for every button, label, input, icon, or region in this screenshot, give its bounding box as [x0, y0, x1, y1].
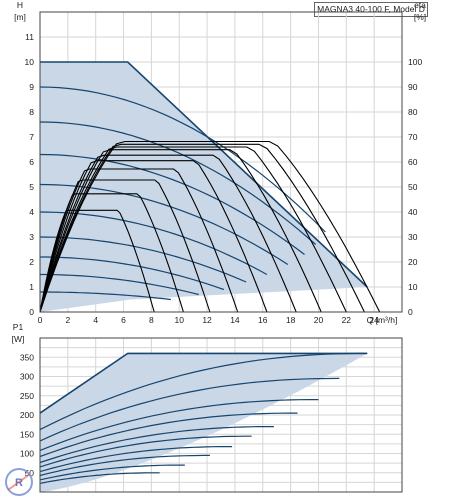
y2-tick-label: 90 [408, 82, 418, 92]
power-y-tick-label: 250 [20, 391, 34, 401]
power-y-tick-label: 150 [20, 429, 34, 439]
head-curve-3 [39, 153, 305, 255]
y-tick-label: 6 [29, 157, 34, 167]
bottom-plot-frame [39, 337, 403, 493]
power-y-tick-label: 300 [20, 372, 34, 382]
power-max-curve [39, 352, 368, 414]
x-tick-label: 4 [93, 315, 98, 325]
y2-tick-label: 10 [408, 282, 418, 292]
y-tick-label: 9 [29, 82, 34, 92]
y2-tick-label: 30 [408, 232, 418, 242]
power-curve-9 [39, 464, 185, 481]
efficiency-curve-3 [39, 179, 211, 313]
y2-axis-unit: [%] [414, 12, 426, 22]
y2-tick-label: 60 [408, 157, 418, 167]
y2-tick-label: 70 [408, 132, 418, 142]
y2-tick-label: 20 [408, 257, 418, 267]
efficiency-curve-8 [39, 146, 347, 313]
y2-tick-label: 50 [408, 182, 418, 192]
head-curve-7 [40, 256, 224, 291]
y-tick-label: 7 [29, 132, 34, 142]
efficiency-curve-10 [39, 140, 381, 313]
y2-tick-label: 0 [408, 307, 413, 317]
max-curve [40, 61, 368, 288]
y2-axis-label: eta [414, 0, 426, 10]
x-tick-label: 12 [202, 315, 212, 325]
x-tick-label: 10 [174, 315, 184, 325]
y-tick-label: 1 [29, 282, 34, 292]
power-y-axis-label: P1 [13, 322, 24, 332]
x-tick-label: 16 [258, 315, 268, 325]
top-plot-frame [39, 11, 403, 313]
power-curve-4 [39, 412, 298, 458]
y-tick-label: 2 [29, 257, 34, 267]
power-curve-6 [39, 435, 252, 468]
efficiency-curve-1 [39, 209, 155, 313]
y-tick-label: 4 [29, 207, 34, 217]
x-tick-label: 14 [230, 315, 240, 325]
power-curve-5 [39, 426, 274, 464]
power-curve-3 [39, 399, 319, 451]
power-curve-2 [39, 377, 340, 442]
efficiency-curve-7 [39, 149, 322, 313]
head-curve-6 [39, 236, 247, 283]
head-curve-4 [39, 183, 289, 266]
y-tick-label: 10 [25, 57, 35, 67]
head-curve-9 [40, 291, 171, 301]
y2-tick-label: 80 [408, 107, 418, 117]
head-curve-2 [39, 121, 317, 245]
y-tick-label: 11 [25, 32, 34, 42]
power-y-axis-unit: [W] [12, 334, 25, 344]
efficiency-curve-9 [39, 143, 365, 313]
x-tick-label: 22 [342, 315, 352, 325]
power-y-tick-label: 350 [20, 352, 34, 362]
x-tick-label: 2 [65, 315, 70, 325]
efficiency-curve-6 [39, 154, 297, 313]
y-axis-label: H [17, 0, 23, 10]
x-tick-label: 24 [369, 315, 379, 325]
power-y-tick-label: 200 [20, 410, 34, 420]
power-curve-1 [39, 352, 368, 431]
y-tick-label: 5 [29, 182, 34, 192]
power-envelope-area [40, 353, 368, 492]
head-curve-8 [40, 273, 199, 296]
y-tick-label: 3 [29, 232, 34, 242]
x-axis-label: Q [m³/h] [367, 315, 398, 325]
power-curve-8 [39, 454, 210, 477]
power-curve-10 [39, 472, 160, 484]
x-tick-label: 20 [314, 315, 324, 325]
x-tick-label: 8 [149, 315, 154, 325]
x-tick-label: 6 [121, 315, 126, 325]
power-curve-7 [39, 446, 233, 473]
power-y-tick-label: 100 [20, 449, 34, 459]
efficiency-curve-5 [39, 160, 268, 313]
y-axis-unit: [m] [14, 12, 26, 22]
x-tick-label: 0 [38, 315, 43, 325]
y-tick-label: 0 [29, 307, 34, 317]
y-tick-label: 8 [29, 107, 34, 117]
model-label: MAGNA3 40-100 F, Model D [314, 2, 428, 17]
envelope-area [40, 62, 368, 312]
logo-icon: R [5, 468, 33, 496]
head-curve-1 [39, 86, 326, 233]
efficiency-curve-4 [39, 168, 239, 313]
y2-tick-label: 100 [408, 57, 422, 67]
y2-tick-label: 40 [408, 207, 418, 217]
x-tick-label: 18 [286, 315, 296, 325]
